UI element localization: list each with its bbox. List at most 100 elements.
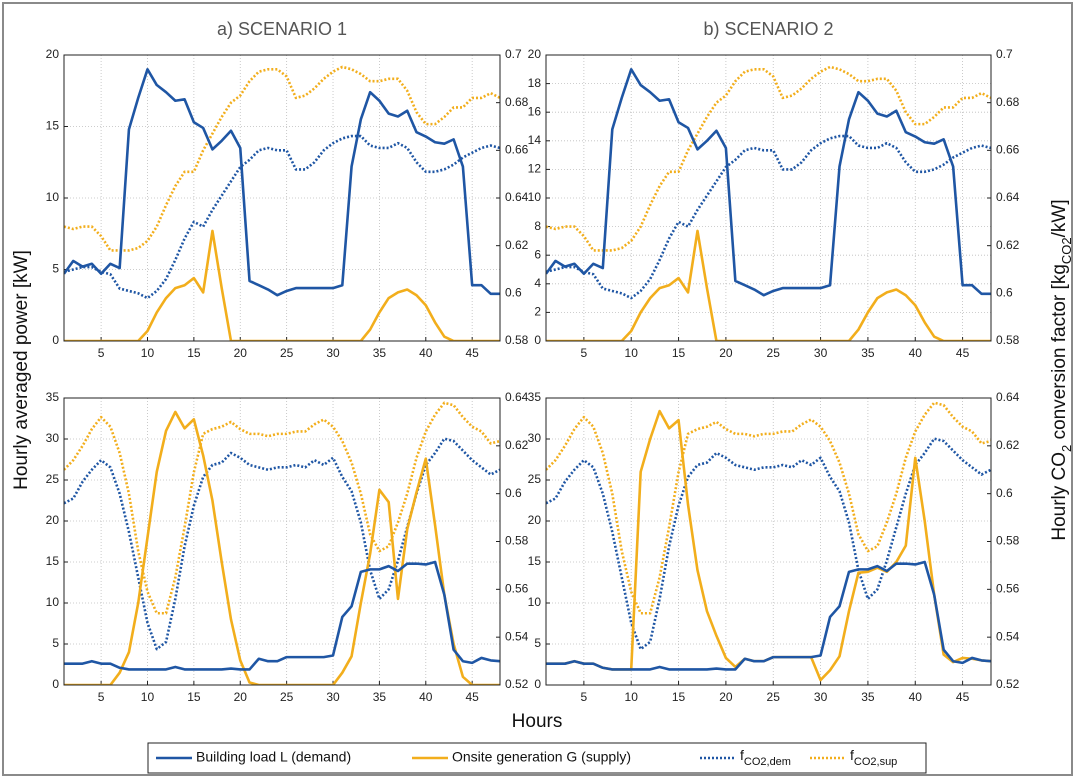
y2-tick-label: 0.62 [996,438,1020,452]
x-tick-label: 40 [909,690,923,704]
y2-tick-label: 0.58 [505,333,529,347]
y2-tick-label: 0.64 [505,390,529,404]
plot-area [64,398,500,685]
y2-tick-label: 0.56 [505,582,529,596]
y-tick-label: 8 [534,219,541,233]
series-line [546,401,991,615]
x-tick-label: 40 [419,346,433,360]
x-tick-label: 25 [767,346,781,360]
y2-tick-label: 0.7 [505,47,522,61]
y-tick-label: 5 [52,262,59,276]
x-tick-label: 30 [326,690,340,704]
x-tick-label: 5 [581,346,588,360]
y2-tick-label: 0.6 [505,286,522,300]
y-tick-label: 20 [528,513,542,527]
x-tick-label: 10 [141,346,155,360]
x-tick-label: 20 [719,346,733,360]
y2-tick-label: 0.56 [996,582,1020,596]
y-tick-label: 10 [528,595,542,609]
x-tick-label: 30 [326,346,340,360]
y-tick-label: 30 [528,431,542,445]
x-tick-label: 20 [234,346,248,360]
y-tick-label: 35 [46,390,60,404]
x-tick-label: 35 [861,346,875,360]
x-tick-label: 30 [814,346,828,360]
y2-tick-label: 0.6 [996,286,1013,300]
x-tick-label: 20 [719,690,733,704]
x-tick-label: 45 [465,690,479,704]
y-tick-label: 12 [528,162,542,176]
y2-tick-label: 0.52 [996,677,1020,691]
series-line [546,229,991,341]
legend-label-subscript: CO2,dem [744,756,791,768]
y2-tick-label: 0.62 [505,238,529,252]
legend-box [147,742,927,774]
y2-tick-label: 0.54 [996,629,1020,643]
legend-label-subscript: CO2,sup [854,756,897,768]
label-subscript: 2 [1059,445,1074,452]
x-tick-label: 10 [625,346,639,360]
y-tick-label: 20 [46,513,60,527]
x-tick-label: 40 [909,346,923,360]
y-tick-label: 10 [46,190,60,204]
series-line [64,401,500,615]
y2-tick-label: 0.54 [505,629,529,643]
y2-tick-label: 0.58 [996,534,1020,548]
y-tick-label: 16 [528,104,542,118]
x-tick-label: 35 [373,690,387,704]
x-tick-label: 40 [419,690,433,704]
series-line [546,134,991,300]
label-subscript: CO2 [1059,237,1074,264]
chart-title: a) SCENARIO 1 [217,19,347,39]
y-tick-label: 25 [46,472,60,486]
x-axis-label: Hours [512,711,563,732]
y-tick-label: 15 [46,119,60,133]
y-tick-label: 4 [534,276,541,290]
x-tick-label: 5 [581,690,588,704]
y-tick-label: 0 [52,677,59,691]
y2-tick-label: 0.64 [505,190,529,204]
x-tick-label: 45 [956,690,970,704]
y2-tick-label: 0.66 [996,143,1020,157]
legend-label: Onsite generation G (supply) [452,749,631,765]
y-tick-label: 15 [528,554,542,568]
y2-tick-label: 0.62 [505,438,529,452]
x-tick-label: 15 [672,346,686,360]
y-tick-label: 0 [52,333,59,347]
legend-label-part: f [850,747,854,763]
axes-frame [63,397,501,686]
y-tick-label: 2 [534,305,541,319]
y2-tick-label: 0.64 [996,190,1020,204]
y2-tick-label: 0.7 [996,47,1013,61]
x-tick-label: 45 [956,346,970,360]
series-line [64,65,500,252]
y2-tick-label: 0.68 [996,95,1020,109]
y2-tick-label: 0.6 [505,486,522,500]
legend-label: Building load L (demand) [196,749,351,765]
x-tick-label: 5 [98,690,105,704]
y2-tick-label: 0.58 [996,333,1020,347]
legend-label-part: f [740,747,744,763]
y-tick-label: 5 [534,636,541,650]
y-tick-label: 35 [528,390,542,404]
x-tick-label: 20 [234,690,248,704]
plot-area [546,398,991,685]
label-part: /kW] [1049,199,1070,237]
x-tick-label: 10 [141,690,155,704]
legend-label: fCO2,dem [740,747,791,768]
legend-label: fCO2,sup [850,747,897,768]
y-tick-label: 15 [46,554,60,568]
axes-frame [545,54,992,342]
y-tick-label: 25 [528,472,542,486]
axes-frame [545,397,992,686]
x-tick-label: 15 [672,690,686,704]
x-tick-label: 35 [373,346,387,360]
x-tick-label: 15 [187,346,201,360]
plot-area [64,55,500,341]
y2-tick-label: 0.52 [505,677,529,691]
y2-tick-label: 0.66 [505,143,529,157]
x-tick-label: 45 [465,346,479,360]
y-tick-label: 20 [528,47,542,61]
